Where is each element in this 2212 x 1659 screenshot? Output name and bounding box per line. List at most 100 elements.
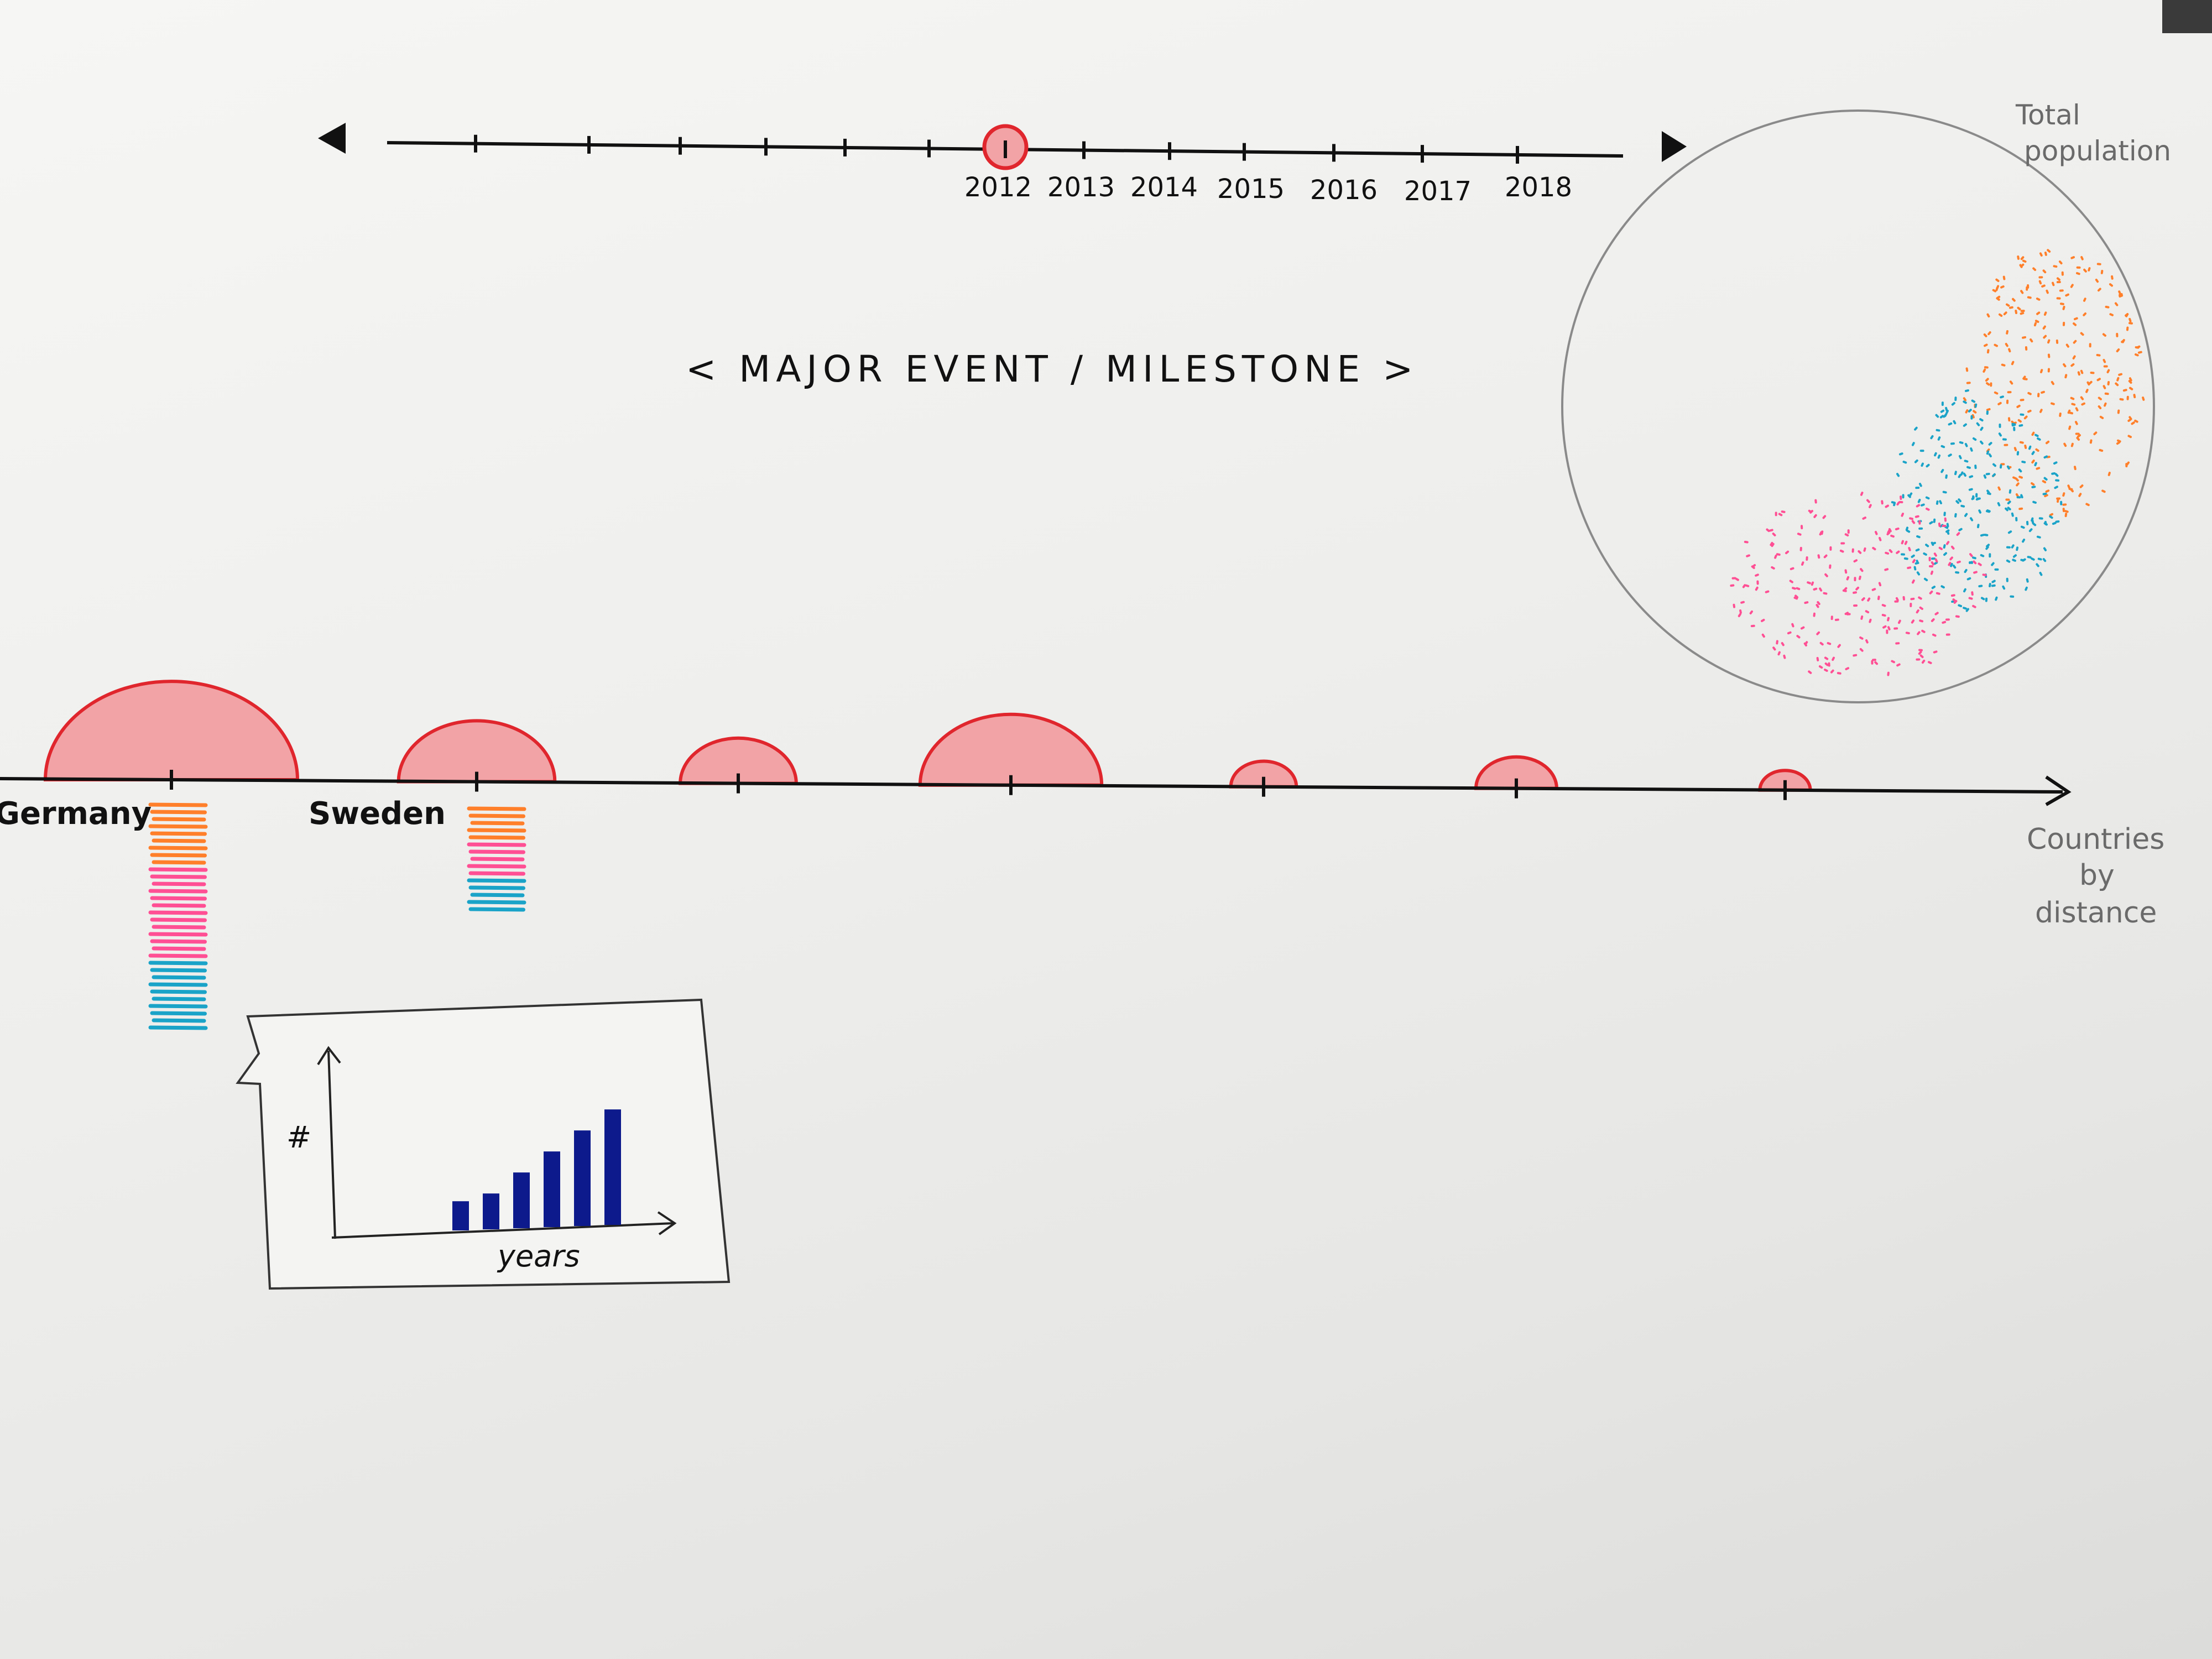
population-dot: [2136, 345, 2141, 349]
population-dot: [2045, 489, 2050, 493]
population-dot: [1931, 618, 1935, 622]
country-bubble[interactable]: [397, 719, 557, 784]
population-dot: [2031, 460, 2035, 464]
year-label-2014[interactable]: 2014: [1130, 172, 1198, 203]
population-dot: [2037, 557, 2042, 561]
population-dot: [2041, 284, 2046, 288]
country-bubble[interactable]: [918, 712, 1104, 787]
population-dot: [1986, 349, 1990, 354]
population-dot: [2043, 477, 2048, 481]
population-dot: [1918, 596, 1922, 600]
inset-bar: [574, 1130, 591, 1226]
population-dot: [2051, 472, 2056, 475]
population-dot: [1958, 455, 1962, 460]
population-dot: [1751, 565, 1755, 569]
population-dot: [1844, 533, 1849, 537]
year-label-2015[interactable]: 2015: [1217, 174, 1285, 205]
population-dot: [2099, 448, 2104, 452]
population-dot: [2031, 519, 2034, 524]
population-dot: [2007, 500, 2011, 505]
population-dot: [2072, 355, 2076, 359]
population-dots: [1730, 249, 2145, 676]
population-dot: [1978, 562, 1982, 566]
year-label-2017[interactable]: 2017: [1404, 176, 1472, 207]
population-dot: [2034, 434, 2039, 437]
population-dot: [1969, 561, 1973, 564]
population-dot: [1972, 556, 1976, 560]
country-bubble[interactable]: [43, 680, 300, 781]
year-label-2013[interactable]: 2013: [1047, 172, 1115, 203]
country-bubble[interactable]: [679, 736, 798, 785]
population-dot: [1896, 501, 1900, 506]
population-dot: [2067, 409, 2071, 414]
population-dot: [2064, 510, 2069, 513]
population-dot: [1988, 453, 1992, 458]
population-dot: [2043, 522, 2048, 526]
population-dot: [2031, 431, 2035, 436]
country-label-sweden[interactable]: Sweden: [309, 796, 446, 832]
population-dot: [2051, 380, 2054, 385]
population-dot: [2017, 419, 2022, 423]
population-dot: [1815, 604, 1819, 608]
population-dot: [1824, 662, 1829, 666]
population-dot: [1950, 562, 1953, 567]
timeline-left-arrow[interactable]: [318, 123, 346, 154]
population-dot: [2036, 311, 2041, 315]
population-dot: [1992, 463, 1996, 467]
population-dot: [1827, 641, 1832, 645]
population-dot: [1794, 594, 1799, 599]
population-dot: [1916, 535, 1921, 539]
population-dot: [1884, 568, 1889, 571]
year-label-2016[interactable]: 2016: [1310, 175, 1378, 206]
year-label-2018[interactable]: 2018: [1505, 172, 1572, 203]
population-dot: [1934, 452, 1937, 457]
population-dot: [2097, 288, 2101, 292]
population-circle[interactable]: [1561, 109, 2155, 703]
population-dot: [1819, 641, 1824, 646]
country-bubble[interactable]: [1229, 759, 1298, 789]
population-dot: [2022, 375, 2026, 380]
population-dot: [1853, 591, 1858, 594]
population-dot: [1933, 552, 1937, 557]
population-dot: [2019, 441, 2024, 444]
population-dot: [1971, 399, 1976, 403]
sweden-breakdown-stack[interactable]: [467, 806, 526, 912]
population-dot: [2083, 268, 2087, 273]
population-dot: [2045, 440, 2050, 445]
population-dot: [2036, 298, 2041, 301]
population-dot: [1969, 475, 1974, 478]
timeline-right-arrow[interactable]: [1662, 131, 1687, 162]
population-dot: [1823, 592, 1828, 595]
population-dot: [1777, 651, 1781, 656]
population-dot: [2077, 434, 2081, 438]
breakdown-line: [152, 946, 206, 951]
event-title: < MAJOR EVENT / MILESTONE >: [686, 348, 1418, 390]
population-dot: [1914, 561, 1919, 565]
country-label-germany[interactable]: Germany: [0, 796, 152, 832]
population-dot: [2086, 381, 2090, 386]
breakdown-line: [150, 1011, 207, 1016]
population-dot: [2070, 284, 2074, 288]
population-dot: [1940, 468, 1944, 473]
population-dot: [2022, 538, 2026, 543]
population-dot: [2027, 409, 2032, 413]
population-dot: [1866, 499, 1870, 503]
population-dot: [2040, 369, 2043, 373]
population-dot: [2018, 468, 2022, 473]
country-bubble[interactable]: [1474, 755, 1558, 790]
germany-breakdown-stack[interactable]: [148, 802, 208, 1030]
population-dot: [1844, 612, 1849, 615]
population-dot: [1939, 500, 1942, 504]
population-dot: [2081, 402, 2085, 406]
population-dot: [2134, 353, 2139, 357]
population-dot: [2095, 278, 2099, 283]
population-dot: [1983, 474, 1987, 479]
year-label-2012[interactable]: 2012: [964, 172, 1032, 203]
population-dot: [1803, 642, 1807, 646]
population-dot: [2011, 361, 2015, 366]
population-dot: [2051, 402, 2055, 405]
population-dot: [2020, 256, 2025, 260]
inset-bars: [452, 1109, 621, 1230]
population-dot: [1991, 562, 1995, 566]
population-dot: [2134, 419, 2138, 423]
